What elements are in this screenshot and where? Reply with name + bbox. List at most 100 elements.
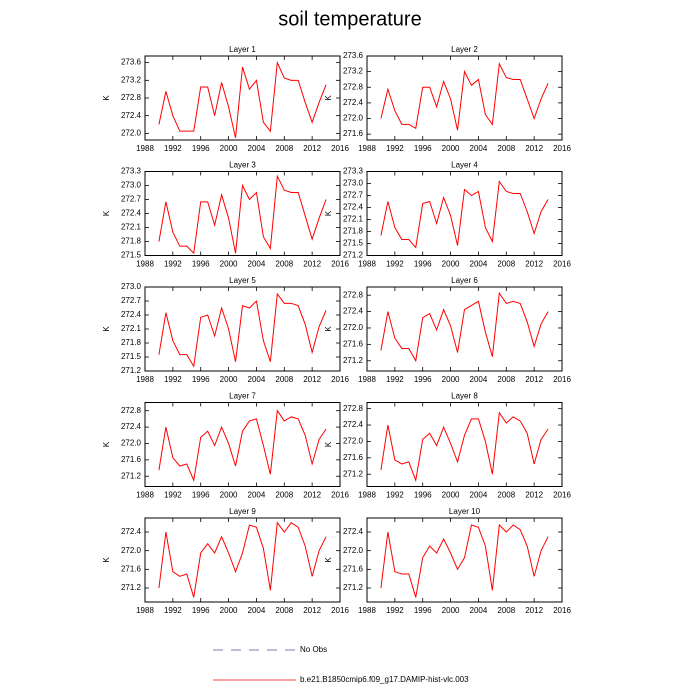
x-tick-label: 2012 [525, 606, 543, 615]
y-axis-label: K [102, 326, 111, 332]
x-tick-label: 2016 [331, 606, 349, 615]
y-tick-label: 272.8 [343, 404, 364, 413]
y-tick-label: 272.8 [121, 406, 142, 415]
plot-frame [366, 517, 563, 603]
panel-title: Layer 3 [229, 161, 256, 170]
panel-title: Layer 9 [229, 507, 256, 516]
panel-title: Layer 8 [451, 392, 478, 401]
y-tick-label: 272.7 [121, 195, 142, 204]
x-tick-label: 2016 [331, 144, 349, 153]
x-tick-label: 2004 [470, 260, 488, 269]
x-tick-label: 2008 [275, 606, 293, 615]
y-axis-label: K [102, 557, 111, 563]
y-tick-label: 271.6 [343, 453, 364, 462]
x-tick-label: 1988 [136, 375, 154, 384]
x-tick-label: 1996 [414, 491, 432, 500]
y-tick-label: 272.0 [343, 437, 364, 446]
x-tick-label: 2008 [497, 606, 515, 615]
y-axis-label: K [324, 557, 333, 563]
x-tick-label: 2000 [220, 375, 238, 384]
y-tick-label: 271.2 [343, 251, 364, 260]
y-tick-label: 273.2 [121, 75, 142, 84]
y-tick-label: 271.6 [121, 455, 142, 464]
x-tick-label: 2004 [470, 491, 488, 500]
y-tick-label: 272.4 [343, 98, 364, 107]
x-tick-label: 2004 [470, 375, 488, 384]
x-tick-label: 2012 [525, 375, 543, 384]
x-tick-label: 2008 [497, 375, 515, 384]
x-tick-label: 2008 [497, 491, 515, 500]
panel-title: Layer 1 [229, 45, 256, 54]
x-tick-label: 2016 [553, 606, 571, 615]
x-tick-label: 2012 [303, 491, 321, 500]
x-tick-label: 1992 [164, 260, 182, 269]
x-tick-label: 1996 [414, 260, 432, 269]
panel-title: Layer 6 [451, 276, 478, 285]
x-tick-label: 2000 [220, 606, 238, 615]
y-tick-label: 273.6 [121, 58, 142, 67]
y-tick-label: 272.4 [343, 420, 364, 429]
y-tick-label: 272.4 [121, 527, 142, 536]
legend-label: b.e21.B1850cmip6.f09_g17.DAMIP-hist-vlc.… [300, 675, 469, 684]
y-axis-label: K [102, 210, 111, 216]
x-tick-label: 2016 [553, 375, 571, 384]
panel-title: Layer 5 [229, 276, 256, 285]
panel-title: Layer 10 [449, 507, 481, 516]
x-tick-label: 1992 [164, 375, 182, 384]
x-tick-label: 1996 [414, 606, 432, 615]
y-tick-label: 272.1 [343, 215, 364, 224]
x-tick-label: 2008 [275, 491, 293, 500]
x-tick-label: 2012 [525, 144, 543, 153]
x-tick-label: 1996 [192, 144, 210, 153]
y-tick-label: 273.0 [121, 282, 142, 291]
y-axis-label: K [324, 210, 333, 216]
plot-frame [366, 286, 563, 372]
x-tick-label: 2012 [303, 375, 321, 384]
x-tick-label: 1992 [386, 606, 404, 615]
y-axis-label: K [102, 441, 111, 447]
y-tick-label: 272.8 [343, 290, 364, 299]
y-tick-label: 272.0 [343, 114, 364, 123]
x-tick-label: 2012 [303, 606, 321, 615]
data-line [380, 62, 549, 131]
y-tick-label: 271.6 [343, 129, 364, 138]
data-line [158, 521, 327, 598]
x-tick-label: 2000 [220, 491, 238, 500]
x-tick-label: 1992 [386, 260, 404, 269]
y-axis-label: K [102, 95, 111, 101]
data-line [158, 174, 327, 255]
x-tick-label: 2016 [553, 144, 571, 153]
y-tick-label: 271.5 [121, 251, 142, 260]
page-title: soil temperature [278, 8, 421, 30]
x-tick-label: 1996 [414, 144, 432, 153]
x-tick-label: 1996 [192, 491, 210, 500]
y-tick-label: 273.6 [343, 51, 364, 60]
y-tick-label: 273.3 [343, 167, 364, 176]
x-tick-label: 1988 [136, 606, 154, 615]
x-tick-label: 1988 [358, 260, 376, 269]
y-tick-label: 271.6 [343, 339, 364, 348]
y-tick-label: 271.5 [121, 352, 142, 361]
x-tick-label: 2004 [248, 606, 266, 615]
y-tick-label: 272.7 [343, 191, 364, 200]
x-tick-label: 2000 [220, 260, 238, 269]
data-line [380, 523, 549, 598]
x-tick-label: 1992 [386, 144, 404, 153]
y-tick-label: 273.0 [121, 181, 142, 190]
y-tick-label: 272.4 [121, 209, 142, 218]
plot-frame [366, 171, 563, 256]
y-tick-label: 272.0 [343, 546, 364, 555]
panel-title: Layer 7 [229, 392, 256, 401]
x-tick-label: 1988 [136, 144, 154, 153]
x-tick-label: 2004 [248, 260, 266, 269]
y-tick-label: 272.8 [121, 93, 142, 102]
x-tick-label: 1992 [386, 375, 404, 384]
x-tick-label: 2004 [248, 144, 266, 153]
x-tick-label: 2016 [331, 260, 349, 269]
x-tick-label: 2000 [442, 144, 460, 153]
x-tick-label: 1992 [164, 606, 182, 615]
y-tick-label: 272.7 [121, 296, 142, 305]
y-tick-label: 272.0 [121, 439, 142, 448]
y-tick-label: 271.8 [121, 338, 142, 347]
